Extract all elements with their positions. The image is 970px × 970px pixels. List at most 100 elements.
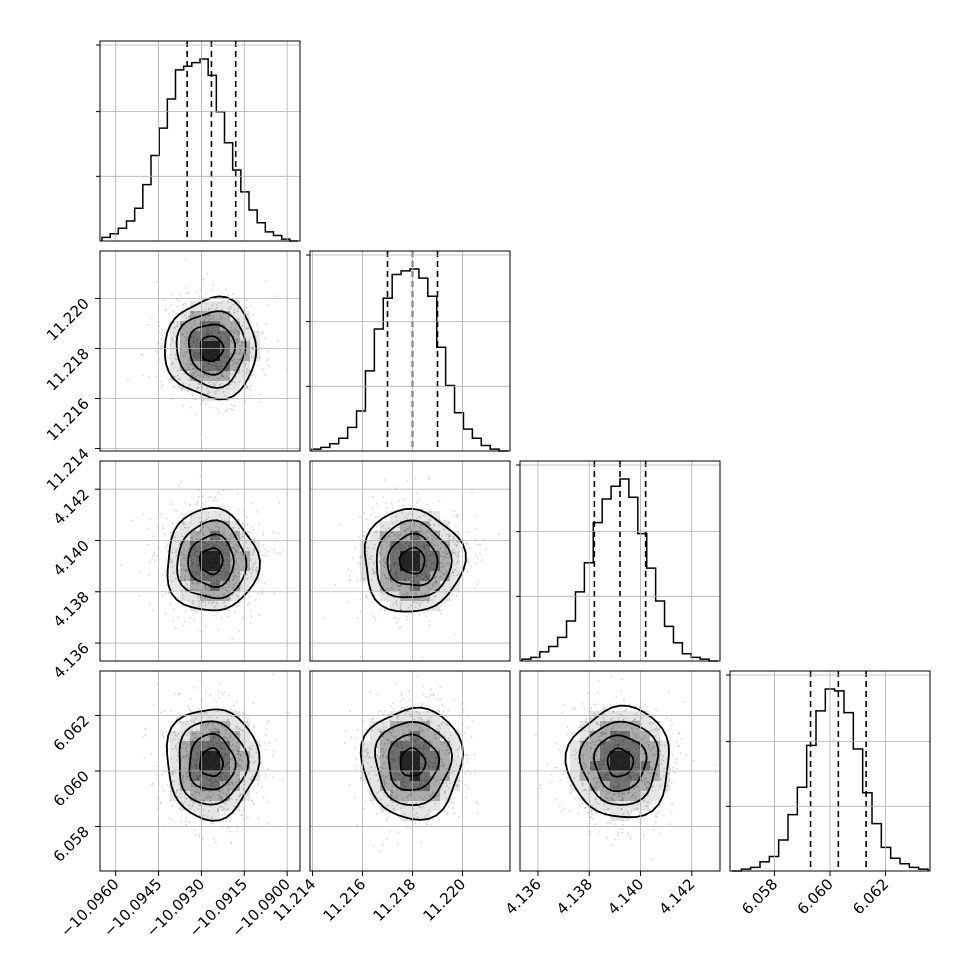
- scatter-point: [264, 337, 267, 340]
- scatter-point: [196, 500, 199, 503]
- scatter-point: [194, 834, 197, 836]
- scatter-point: [177, 321, 179, 323]
- scatter-point: [476, 558, 479, 560]
- scatter-point: [231, 587, 234, 590]
- scatter-point: [172, 571, 175, 574]
- scatter-point: [171, 804, 174, 807]
- scatter-point: [127, 377, 129, 380]
- scatter-point: [227, 586, 230, 588]
- scatter-point: [207, 371, 210, 374]
- scatter-point: [349, 710, 351, 713]
- scatter-point: [199, 589, 201, 592]
- scatter-point: [248, 388, 251, 391]
- density-cell: [390, 551, 400, 561]
- scatter-point: [233, 362, 235, 365]
- scatter-point: [185, 554, 188, 556]
- scatter-point: [464, 753, 467, 756]
- scatter-point: [161, 785, 164, 788]
- scatter-point: [238, 318, 241, 321]
- scatter-point: [217, 690, 220, 692]
- scatter-point: [188, 503, 191, 505]
- scatter-point: [238, 301, 240, 303]
- scatter-point: [229, 830, 232, 833]
- scatter-point: [245, 386, 248, 388]
- scatter-point: [213, 318, 216, 321]
- scatter-point: [185, 258, 188, 261]
- scatter-point: [179, 559, 182, 561]
- scatter-point: [453, 698, 455, 701]
- scatter-point: [242, 554, 244, 557]
- scatter-point: [415, 501, 418, 504]
- scatter-point: [375, 503, 378, 505]
- scatter-point: [217, 526, 220, 529]
- scatter-point: [244, 388, 247, 390]
- scatter-point: [225, 375, 228, 378]
- scatter-point: [205, 403, 207, 405]
- scatter-point: [350, 737, 353, 739]
- scatter-point: [220, 519, 223, 521]
- scatter-point: [235, 830, 238, 833]
- scatter-point: [191, 363, 194, 366]
- scatter-point: [180, 820, 183, 823]
- scatter-point: [241, 553, 244, 556]
- histogram-step-line: [732, 688, 929, 872]
- scatter-point: [232, 319, 235, 322]
- scatter-point: [218, 411, 220, 414]
- scatter-point: [400, 692, 403, 694]
- scatter-point: [177, 300, 180, 302]
- scatter-point: [184, 575, 187, 578]
- scatter-point: [204, 501, 207, 503]
- scatter-point: [238, 345, 241, 347]
- scatter-point: [199, 289, 202, 291]
- scatter-point: [229, 820, 232, 823]
- density-cell: [230, 301, 240, 311]
- scatter-point: [375, 812, 378, 815]
- scatter-point: [273, 548, 276, 551]
- scatter-point: [474, 538, 476, 540]
- scatter-point: [176, 324, 179, 327]
- scatter-point: [184, 527, 187, 529]
- scatter-point: [229, 708, 232, 711]
- scatter-point: [223, 317, 226, 320]
- scatter-point: [203, 278, 205, 281]
- scatter-point: [232, 536, 235, 539]
- scatter-point: [394, 617, 396, 619]
- scatter-point: [237, 352, 240, 355]
- scatter-point: [198, 496, 201, 498]
- scatter-point: [439, 612, 442, 615]
- scatter-point: [220, 308, 223, 311]
- scatter-point: [163, 710, 166, 713]
- scatter-point: [234, 610, 236, 613]
- density-cell: [170, 321, 180, 331]
- scatter-point: [214, 308, 217, 311]
- scatter-point: [260, 557, 263, 560]
- scatter-point: [453, 633, 456, 636]
- scatter-point: [182, 523, 185, 525]
- scatter-point: [225, 589, 227, 592]
- scatter-point: [183, 314, 186, 316]
- scatter-point: [217, 629, 220, 632]
- density-cell: [240, 731, 250, 741]
- scatter-point: [172, 608, 175, 610]
- scatter-point: [230, 842, 233, 845]
- scatter-point: [430, 688, 432, 691]
- scatter-point: [365, 595, 367, 598]
- scatter-point: [222, 532, 225, 535]
- scatter-point: [400, 626, 402, 629]
- scatter-point: [250, 320, 253, 323]
- density-cell: [180, 521, 190, 531]
- scatter-point: [174, 357, 177, 360]
- scatter-point: [231, 638, 234, 641]
- density-cell: [370, 551, 380, 561]
- scatter-point: [249, 351, 252, 354]
- scatter-point: [184, 368, 187, 371]
- scatter-point: [193, 687, 196, 689]
- scatter-point: [276, 551, 279, 554]
- scatter-point: [204, 601, 207, 604]
- scatter-point: [237, 572, 240, 575]
- scatter-point: [232, 704, 235, 707]
- scatter-point: [197, 386, 199, 389]
- scatter-point: [420, 841, 422, 844]
- scatter-point: [255, 511, 258, 513]
- scatter-point: [183, 352, 186, 355]
